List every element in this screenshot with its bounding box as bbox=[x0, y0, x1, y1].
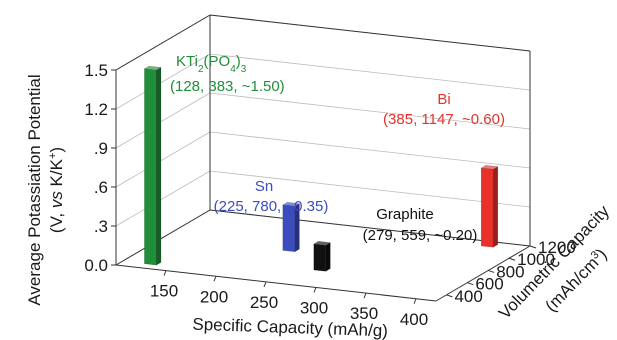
y-axis-title-units: (V, vs K/K+) bbox=[47, 147, 66, 233]
z-tick-mark bbox=[488, 269, 495, 273]
z-tick-label: 1200 bbox=[538, 238, 576, 257]
x-tick-mark bbox=[363, 292, 367, 299]
axes-frame bbox=[111, 14, 537, 304]
x-tick-mark bbox=[263, 281, 267, 288]
x-tick-label: 300 bbox=[300, 299, 328, 318]
x-tick-mark bbox=[313, 287, 317, 293]
z-tick-label: 400 bbox=[454, 287, 482, 306]
label-kti2po43-coords: (128, 383, ~1.50) bbox=[170, 78, 285, 95]
bar-top-face bbox=[313, 241, 332, 246]
y-tick-label: 1.5 bbox=[84, 61, 108, 80]
z-tick-mark bbox=[508, 257, 516, 261]
x-tick-label: 350 bbox=[350, 304, 378, 323]
bars bbox=[143, 65, 499, 272]
bar-front-face bbox=[144, 68, 157, 266]
label-graphite-name: Graphite bbox=[376, 206, 434, 223]
bar-top-face bbox=[282, 201, 301, 207]
label-sn-coords: (225, 780, ~0.35) bbox=[214, 198, 329, 215]
x-tick-mark bbox=[413, 298, 417, 304]
x-tick-label: 200 bbox=[200, 287, 228, 306]
side-wall-gridline bbox=[115, 170, 211, 227]
z-tick-label: 800 bbox=[496, 262, 524, 281]
x-tick-mark bbox=[213, 276, 217, 282]
floor-back-edge bbox=[209, 209, 531, 247]
z-tick-mark bbox=[446, 294, 453, 298]
label-graphite-coords: (279, 559, ~0.20) bbox=[363, 227, 478, 244]
top-left-edge bbox=[115, 14, 211, 71]
back-wall-gridline bbox=[209, 92, 531, 130]
label-sn-name: Sn bbox=[255, 178, 273, 195]
back-wall-gridline bbox=[209, 53, 531, 91]
bar-top-face bbox=[480, 165, 499, 170]
bar-side-face bbox=[325, 242, 331, 272]
z-tick-mark bbox=[529, 245, 537, 249]
label-bi-coords: (385, 1147, ~0.60) bbox=[383, 111, 505, 128]
x-tick-label: 400 bbox=[400, 310, 428, 329]
y-tick-label: 1.2 bbox=[84, 100, 108, 119]
x-tick-label: 150 bbox=[150, 282, 178, 301]
bar-side-face bbox=[156, 66, 162, 266]
top-back-edge bbox=[209, 14, 531, 52]
bar-front-face bbox=[313, 243, 327, 272]
bar-sn bbox=[282, 201, 301, 253]
bar-front-face bbox=[480, 167, 494, 248]
z-tick-label: 600 bbox=[475, 275, 503, 294]
y-axis-title: Average Potassiation Potential bbox=[25, 74, 44, 305]
bar-bi bbox=[480, 165, 499, 248]
side-wall-gridline bbox=[115, 53, 211, 110]
bar-kti2po43 bbox=[143, 65, 162, 266]
x-axis-line bbox=[115, 264, 437, 302]
x-tick-label: 250 bbox=[250, 293, 278, 312]
floor-left-edge bbox=[115, 209, 211, 266]
bar-top-face bbox=[143, 65, 162, 71]
side-wall-gridline bbox=[115, 92, 211, 149]
y-tick-label: .6 bbox=[94, 178, 108, 197]
x-tick-mark bbox=[163, 270, 167, 276]
back-wall-gridline bbox=[209, 170, 531, 208]
z-axis-line bbox=[435, 245, 531, 302]
bar-graphite bbox=[313, 241, 332, 272]
side-wall-gridline bbox=[115, 131, 211, 188]
y-tick-label: 0.0 bbox=[84, 256, 108, 275]
z-tick-mark bbox=[467, 282, 474, 286]
label-bi-name: Bi bbox=[437, 91, 450, 108]
y-tick-label: .3 bbox=[94, 217, 108, 236]
label-kti2po43-name: KTi2(PO4)3 bbox=[176, 53, 247, 75]
bar-side-face bbox=[492, 166, 499, 248]
back-wall-gridline bbox=[209, 131, 531, 169]
y-tick-label: .9 bbox=[94, 139, 108, 158]
z-tick-label: 1000 bbox=[517, 250, 555, 269]
